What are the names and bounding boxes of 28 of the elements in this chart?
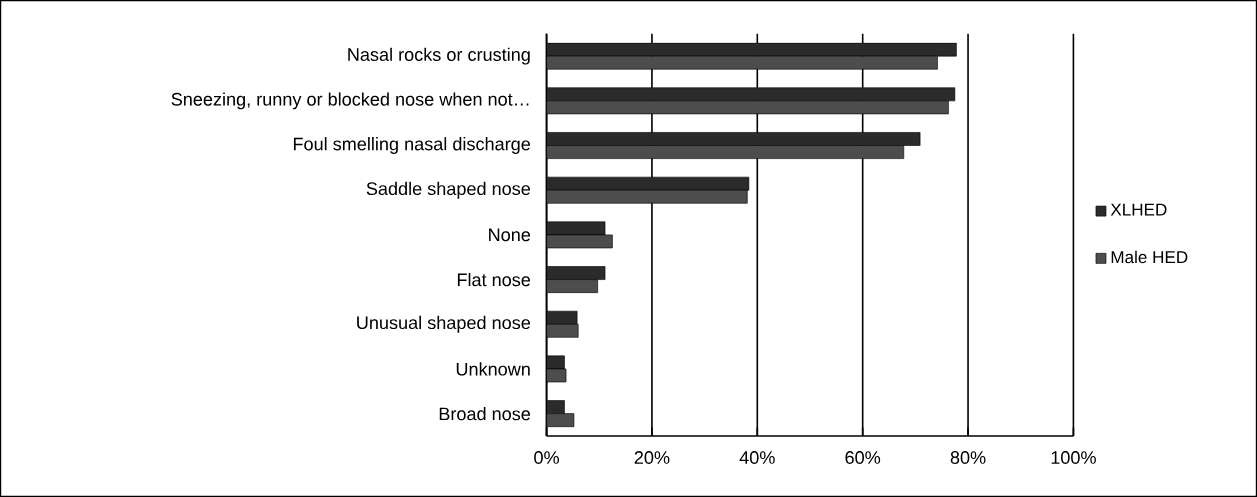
y-tick-label: Foul smelling nasal discharge: [293, 137, 531, 154]
bar: [546, 176, 750, 191]
x-tick-label: 80%: [950, 451, 986, 464]
x-tick-label: 100%: [1051, 451, 1096, 464]
bar: [546, 324, 579, 338]
y-tick-label: Broad nose: [439, 407, 531, 421]
y-tick-label: Unusual shaped nose: [357, 315, 531, 333]
y-tick-label: Nasal rocks or crusting: [348, 47, 530, 65]
x-tick-label: 40%: [739, 451, 775, 464]
legend-label: XLHED: [1110, 203, 1167, 216]
y-tick-label: Flat nose: [457, 272, 531, 287]
bar: [546, 132, 921, 146]
bar: [546, 221, 606, 236]
y-tick-label: Sneezing, runny or blocked nose when not…: [171, 92, 529, 110]
bar: [546, 145, 905, 159]
legend-label: Male HED: [1111, 250, 1188, 264]
y-tick-label: None: [489, 228, 531, 242]
x-tick-label: 20%: [634, 451, 670, 464]
bar: [546, 189, 748, 204]
bar: [546, 100, 949, 115]
x-tick-label: 60%: [845, 451, 881, 464]
bar: [546, 55, 938, 70]
bar: [546, 87, 956, 102]
bar: [546, 266, 606, 280]
x-tick-label: 0%: [534, 451, 559, 464]
y-tick-label: Saddle shaped nose: [366, 181, 531, 199]
bar: [546, 279, 598, 293]
y-tick-label: Unknown: [456, 362, 530, 376]
